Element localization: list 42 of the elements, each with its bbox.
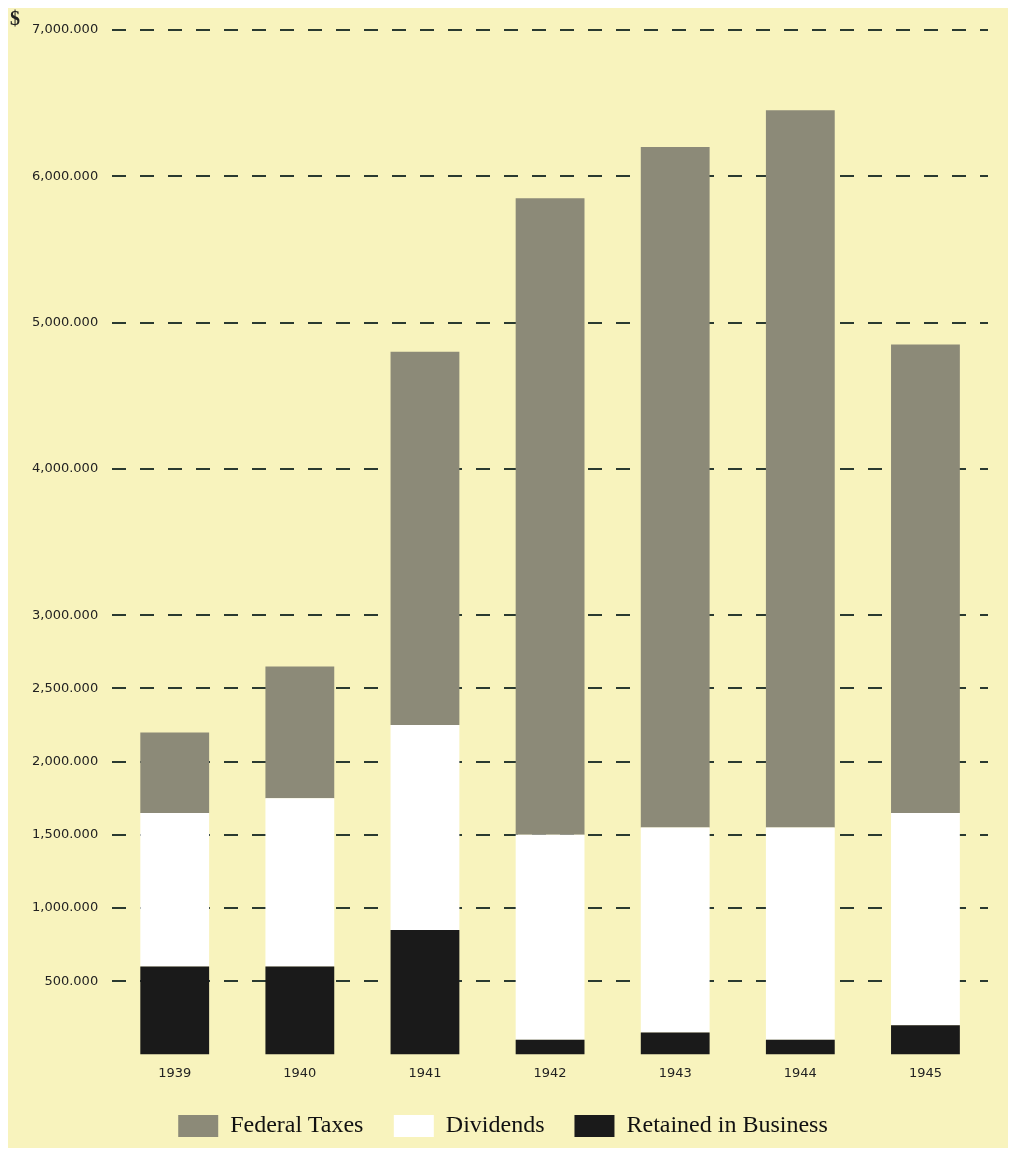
bar <box>140 732 210 813</box>
bar <box>265 966 335 1055</box>
y-tick-label: 4,000.000 <box>31 460 99 476</box>
bar <box>891 1025 960 1055</box>
legend-label: Dividends <box>445 1111 545 1138</box>
y-tick-label: 1,000.000 <box>31 899 99 915</box>
bar <box>140 812 210 967</box>
x-tick-label: 1940 <box>283 1064 317 1080</box>
bar <box>140 966 210 1055</box>
bar <box>765 1039 835 1055</box>
x-tick-label: 1943 <box>658 1064 692 1080</box>
y-tick-label: 6,000.000 <box>31 167 99 183</box>
bar <box>390 351 460 726</box>
bar <box>390 725 460 930</box>
x-tick-label: 1941 <box>408 1064 442 1080</box>
bar <box>265 666 335 799</box>
bar <box>515 198 585 835</box>
bar <box>891 344 960 813</box>
y-tick-label: 7,000.000 <box>31 21 99 37</box>
bar <box>891 812 960 1026</box>
legend-label: Federal Taxes <box>230 1111 364 1138</box>
y-tick-label: 3,000.000 <box>31 606 99 622</box>
bar <box>765 110 835 828</box>
x-tick-label: 1939 <box>158 1064 192 1080</box>
y-tick-label: 500.000 <box>44 972 99 988</box>
bar <box>515 1039 585 1055</box>
y-tick-label: 5,000.000 <box>31 313 99 329</box>
y-axis-title: $ <box>10 7 20 30</box>
bar <box>765 827 835 1040</box>
x-tick-label: 1942 <box>533 1064 567 1080</box>
y-tick-label: 1,500.000 <box>31 826 99 842</box>
bar <box>640 146 710 828</box>
x-tick-label: 1945 <box>908 1064 942 1080</box>
bar <box>640 827 710 1033</box>
y-tick-label: 2,000.000 <box>31 753 99 769</box>
bar <box>390 929 460 1055</box>
x-tick-label: 1944 <box>783 1064 817 1080</box>
bar <box>515 834 585 1040</box>
bar <box>265 798 335 967</box>
legend-label: Retained in Business <box>626 1111 828 1138</box>
y-tick-label: 2,500.000 <box>31 679 99 695</box>
bar <box>640 1032 710 1055</box>
